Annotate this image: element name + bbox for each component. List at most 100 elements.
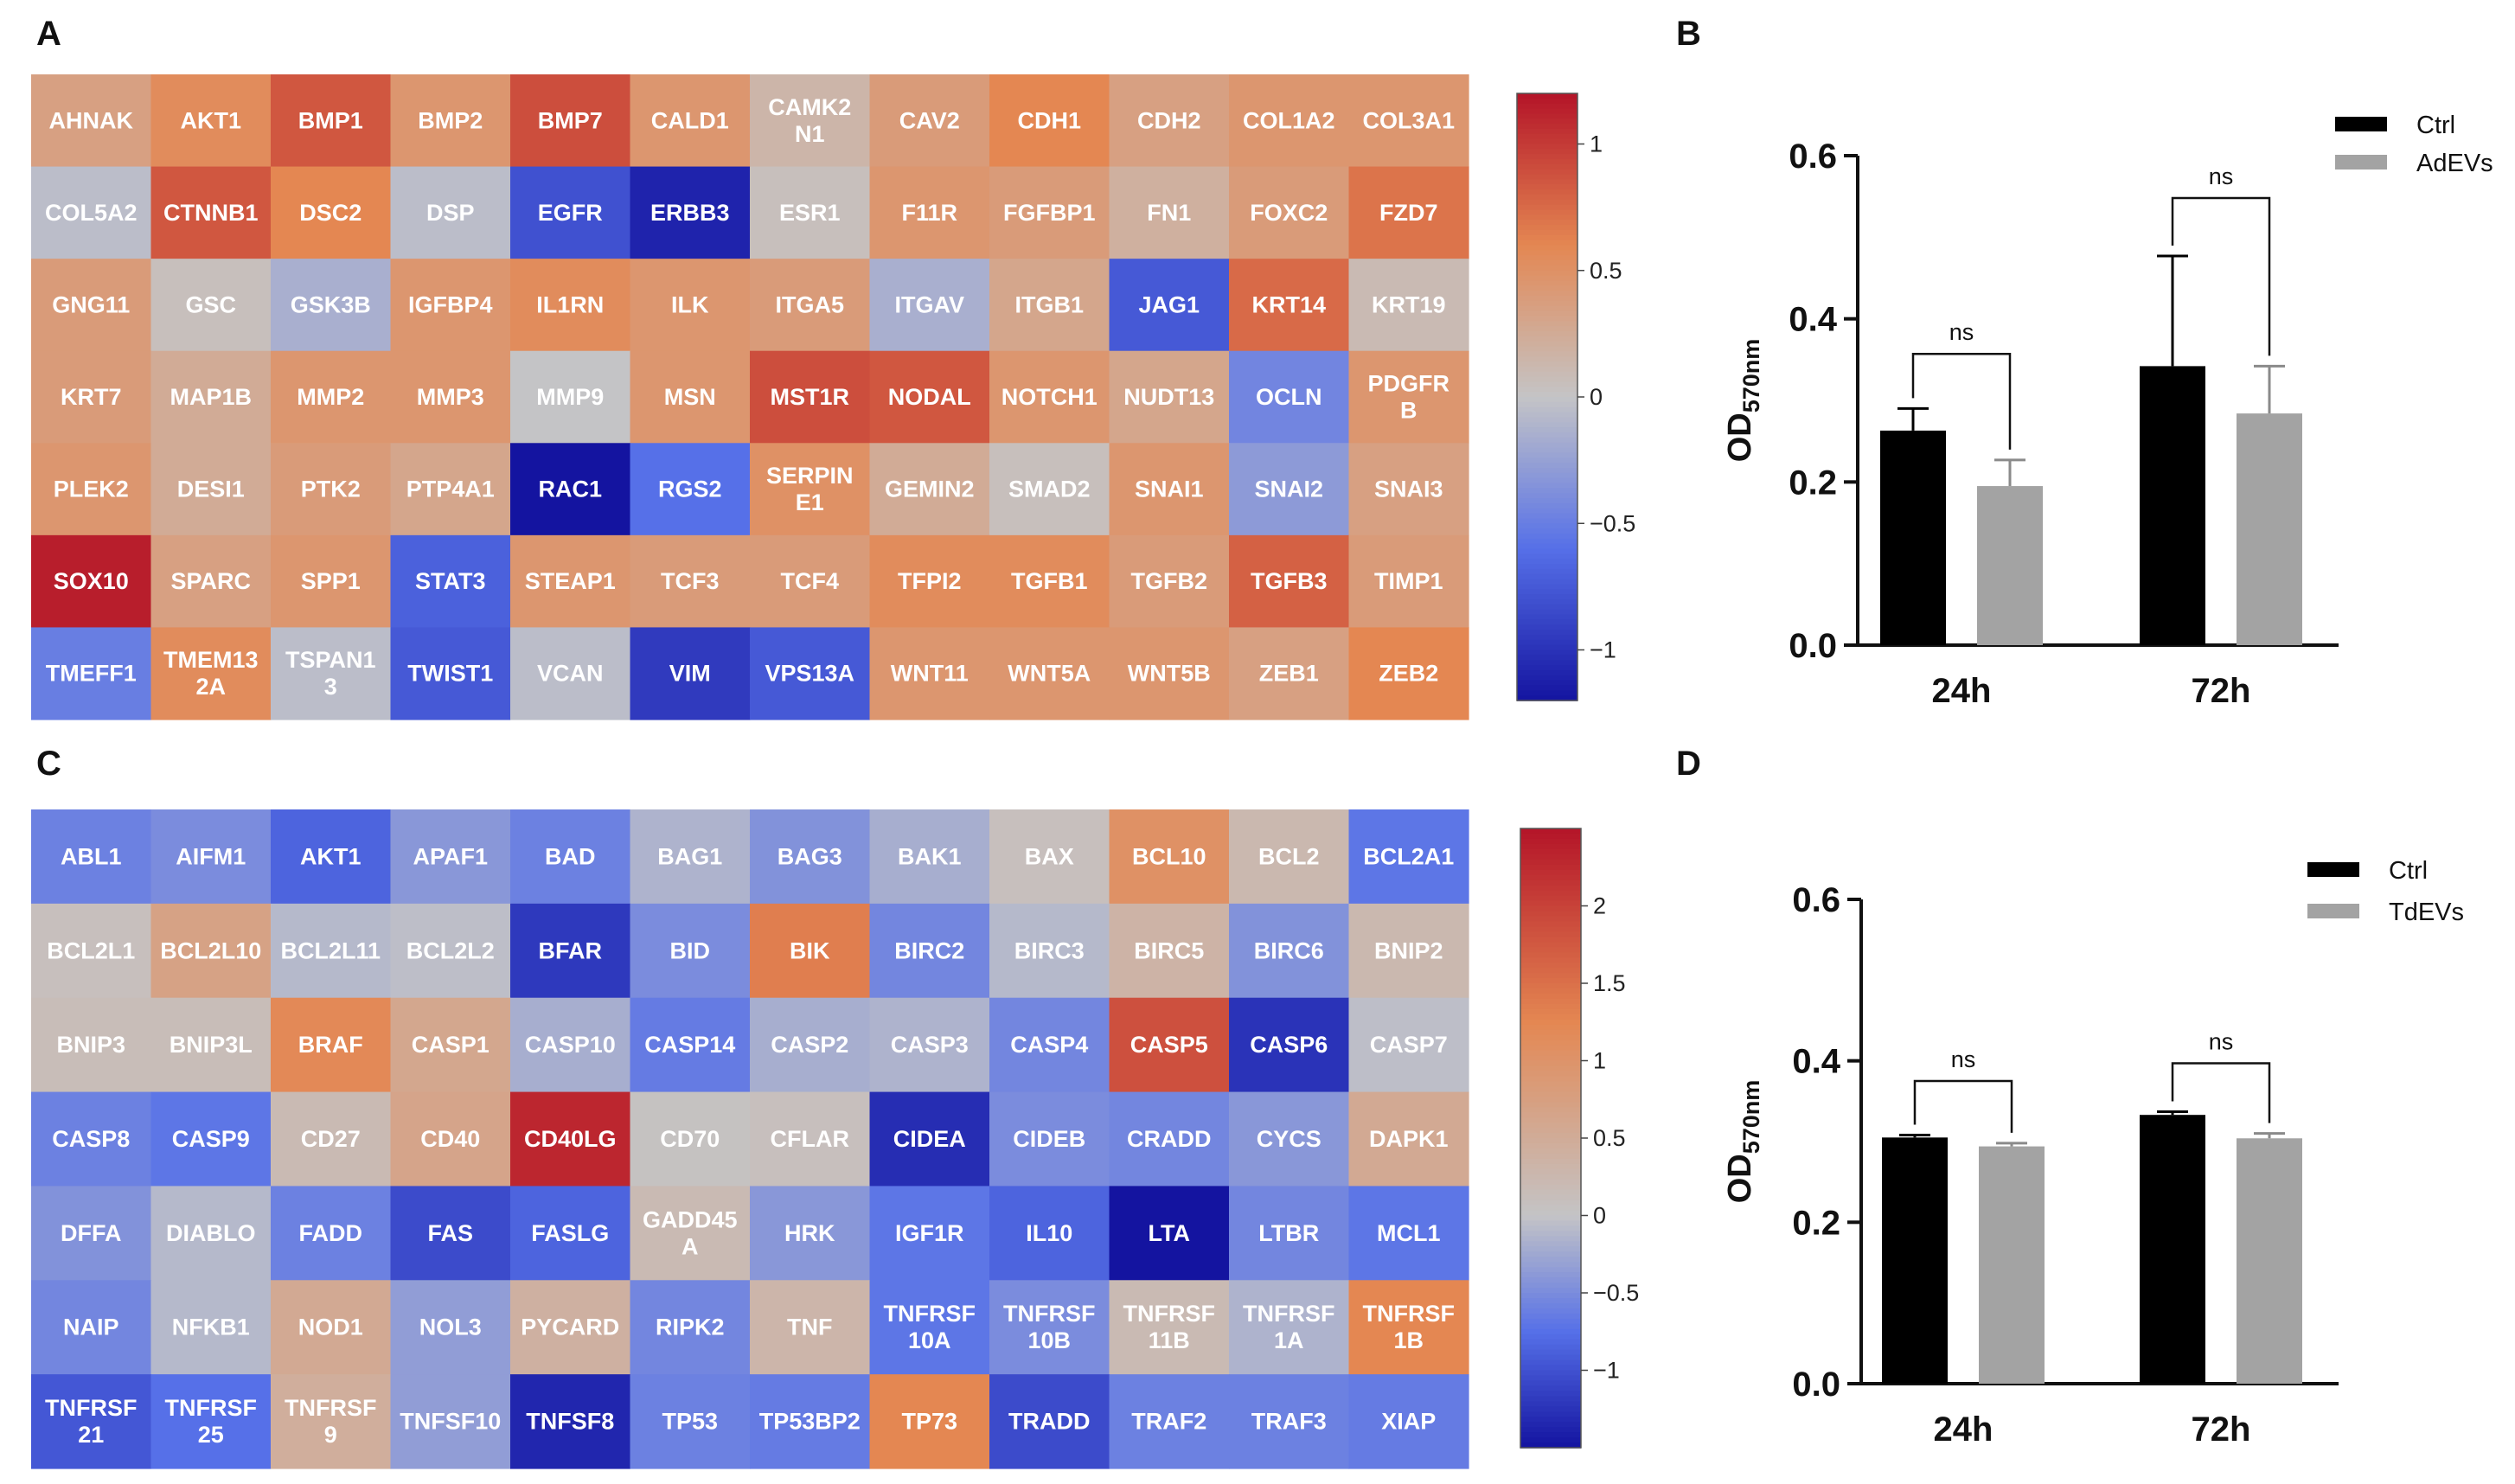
colorbar-segment xyxy=(1517,437,1577,444)
heatmap-cell-birc6 xyxy=(1229,903,1350,999)
cell-label-ripk2: RIPK2 xyxy=(656,1314,725,1340)
colorbar-segment xyxy=(1517,128,1577,135)
cell-label-bcl2l1: BCL2L1 xyxy=(47,937,135,963)
cell-label-cald1: CALD1 xyxy=(651,107,729,133)
colorbar-segment xyxy=(1517,103,1577,110)
cell-label-tnfrsf10b: TNFRSF xyxy=(1003,1301,1095,1327)
cell-label-igf1r: IGF1R xyxy=(895,1220,964,1246)
cell-label-tspan13: 3 xyxy=(324,674,337,700)
colorbar-segment xyxy=(1517,412,1577,419)
cell-label-wnt5a: WNT5A xyxy=(1008,661,1091,687)
colorbar-segment xyxy=(1517,695,1577,701)
cell-label-bag3: BAG3 xyxy=(778,843,842,869)
colorbar-segment xyxy=(1517,98,1577,105)
colorbar-segment xyxy=(1517,270,1577,277)
cell-label-cdh1: CDH1 xyxy=(1017,107,1081,133)
colorbar-segment xyxy=(1517,442,1577,449)
significance-bracket-24h xyxy=(1911,352,2012,450)
colorbar-segment xyxy=(1517,326,1577,332)
heatmap-cell-ripk2 xyxy=(630,1280,751,1375)
colorbar-segment xyxy=(1520,848,1581,855)
colorbar-segment xyxy=(1517,599,1577,605)
y-axis-label-subscript: 570nm xyxy=(1738,339,1764,413)
heatmap-cell-foxc2 xyxy=(1229,166,1350,259)
colorbar-segment xyxy=(1517,255,1577,261)
heatmap-cell-tnfrsf9 xyxy=(271,1374,392,1469)
colorbar-segment xyxy=(1520,1236,1581,1243)
heatmap-cell-bak1 xyxy=(869,809,990,905)
cell-label-bcl2a1: BCL2A1 xyxy=(1363,843,1454,869)
cell-label-igfbp4: IGFBP4 xyxy=(408,291,493,317)
cell-label-tnfrsf11b: 11B xyxy=(1149,1327,1190,1353)
colorbar-segment xyxy=(1517,644,1577,651)
colorbar-segment xyxy=(1517,305,1577,312)
colorbar-segment xyxy=(1520,895,1581,902)
heatmap-cell-gng11 xyxy=(31,259,152,352)
colorbar-segment xyxy=(1517,685,1577,692)
heatmap-cell-bax xyxy=(989,809,1110,905)
cell-label-nol3: NOL3 xyxy=(419,1314,482,1340)
colorbar-segment xyxy=(1520,937,1581,943)
y-axis-label-subscript: 570nm xyxy=(1738,1080,1764,1155)
cell-label-tcf3: TCF3 xyxy=(661,568,720,594)
cell-label-tfpi2: TFPI2 xyxy=(898,568,962,594)
colorbar-segment xyxy=(1520,931,1581,938)
cell-label-bmp2: BMP2 xyxy=(418,107,483,133)
colorbar-tick-label: 0.5 xyxy=(1590,258,1622,284)
heatmap-cell-fadd xyxy=(271,1186,392,1281)
heatmap-cell-cd40 xyxy=(390,1091,511,1187)
cell-label-tnfrsf21: 21 xyxy=(78,1422,104,1448)
heatmap-cell-cav2 xyxy=(869,74,990,168)
cell-label-bnip3l: BNIP3L xyxy=(170,1032,253,1058)
cell-label-hrk: HRK xyxy=(784,1220,835,1246)
cell-label-serpine1: E1 xyxy=(796,489,824,515)
colorbar-segment xyxy=(1517,149,1577,155)
cell-label-traf2: TRAF2 xyxy=(1131,1409,1206,1435)
colorbar-segment xyxy=(1520,1086,1581,1093)
colorbar-segment xyxy=(1520,1241,1581,1248)
cell-label-gadd45a: GADD45 xyxy=(643,1206,738,1232)
colorbar-segment xyxy=(1520,880,1581,886)
colorbar-segment xyxy=(1520,1427,1581,1433)
heatmap-cell-tp53 xyxy=(630,1374,751,1469)
heatmap-cell-krt19 xyxy=(1348,259,1469,352)
heatmap-cell-casp5 xyxy=(1109,997,1230,1093)
cell-label-timp1: TIMP1 xyxy=(1374,568,1443,594)
cell-label-tmeff1: TMEFF1 xyxy=(46,661,137,687)
cell-label-cideb: CIDEB xyxy=(1013,1126,1085,1152)
colorbar-segment xyxy=(1517,422,1577,428)
heatmap-cell-itgb1 xyxy=(989,259,1110,352)
colorbar-segment xyxy=(1520,1318,1581,1325)
legend-swatch-ctrl xyxy=(2307,862,2359,877)
cell-label-stat3: STAT3 xyxy=(415,568,486,594)
colorbar-segment xyxy=(1520,988,1581,995)
cell-label-casp5: CASP5 xyxy=(1130,1032,1208,1058)
cell-label-nudt13: NUDT13 xyxy=(1123,384,1214,410)
heatmap-cell-nol3 xyxy=(390,1280,511,1375)
cell-label-rgs2: RGS2 xyxy=(658,477,722,502)
cell-label-col1a2: COL1A2 xyxy=(1243,107,1335,133)
heatmap-cell-sparc xyxy=(150,534,272,629)
heatmap-cell-jag1 xyxy=(1109,259,1230,352)
cell-label-dsp: DSP xyxy=(426,200,475,226)
cell-label-snai1: SNAI1 xyxy=(1135,477,1204,502)
colorbar-segment xyxy=(1517,477,1577,484)
cell-label-dffa: DFFA xyxy=(61,1220,122,1246)
panel-d-letter: D xyxy=(1676,745,1701,783)
cell-label-naip: NAIP xyxy=(63,1314,119,1340)
colorbar-segment xyxy=(1517,310,1577,317)
heatmap-cell-steap1 xyxy=(510,534,631,629)
cell-label-mmp3: MMP3 xyxy=(417,384,484,410)
colorbar-segment xyxy=(1517,669,1577,676)
cell-label-tnfrsf10a: 10A xyxy=(908,1327,951,1353)
cell-label-tnfrsf1b: 1B xyxy=(1393,1327,1424,1353)
colorbar-segment xyxy=(1517,392,1577,398)
cell-label-col3a1: COL3A1 xyxy=(1362,107,1455,133)
heatmap-cell-ilk xyxy=(630,259,751,352)
cell-label-pdgfrb: B xyxy=(1400,398,1417,424)
colorbar-segment xyxy=(1517,169,1577,176)
cell-label-vcan: VCAN xyxy=(537,661,604,687)
cell-label-ahnak: AHNAK xyxy=(49,107,134,133)
colorbar-tick-label: −1 xyxy=(1590,637,1616,663)
colorbar-segment xyxy=(1517,260,1577,266)
